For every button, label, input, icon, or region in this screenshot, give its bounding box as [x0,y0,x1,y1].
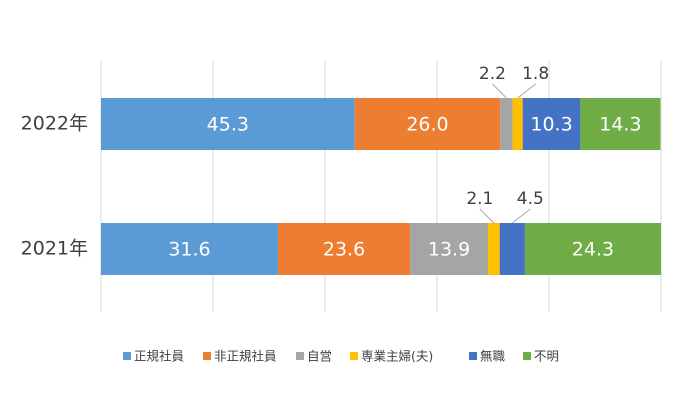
data-label: 2.1 [466,189,493,209]
legend-swatch [123,352,131,360]
leader-line [492,83,507,99]
leader-line [517,83,536,99]
bar-segment [580,98,661,150]
legend-label: 無職 [480,349,506,364]
legend-swatch [523,352,531,360]
data-label: 1.8 [522,64,549,84]
legend-label: 自営 [307,349,332,364]
data-label: 45.3 [207,114,249,136]
y-tick-label: 2022年 [21,113,88,135]
bar-segment [524,223,661,275]
legend-swatch [203,352,211,360]
data-label: 26.0 [406,114,448,136]
legend-label: 正規社員 [134,349,185,364]
data-label: 14.3 [599,114,641,136]
data-label: 4.5 [517,189,544,209]
leader-line [512,208,531,224]
data-label: 24.3 [572,239,614,261]
data-label: 10.3 [530,114,572,136]
bar-segment [512,98,523,150]
legend-label: 不明 [534,349,559,364]
legend-swatch [296,352,304,360]
bar-segment [277,223,411,275]
bar-segment [499,223,525,275]
bar-segment [522,98,581,150]
data-label: 23.6 [323,239,365,261]
data-label: 2.2 [479,64,506,84]
leader-line [479,208,495,224]
data-label: 13.9 [428,239,470,261]
legend-swatch [350,352,358,360]
bar-segment [101,223,278,275]
bar-segment [354,98,501,150]
bar-segment [101,98,355,150]
data-label: 31.6 [168,239,210,261]
legend-swatch [469,352,477,360]
bar-segment [500,98,513,150]
legend-label: 専業主婦(夫) [361,349,433,364]
legend-label: 非正規社員 [214,349,277,364]
bar-segment [410,223,488,275]
bar-segment [487,223,500,275]
y-tick-label: 2021年 [21,238,88,260]
